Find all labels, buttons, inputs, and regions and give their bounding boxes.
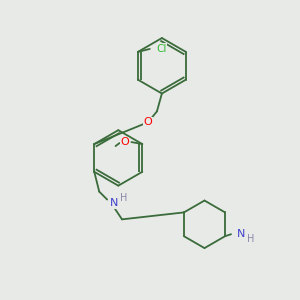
Text: O: O [120, 137, 129, 147]
Text: N: N [110, 199, 118, 208]
Text: O: O [144, 117, 152, 127]
Text: H: H [120, 193, 128, 202]
Text: N: N [237, 229, 245, 239]
Text: Cl: Cl [157, 44, 167, 54]
Text: H: H [247, 234, 254, 244]
